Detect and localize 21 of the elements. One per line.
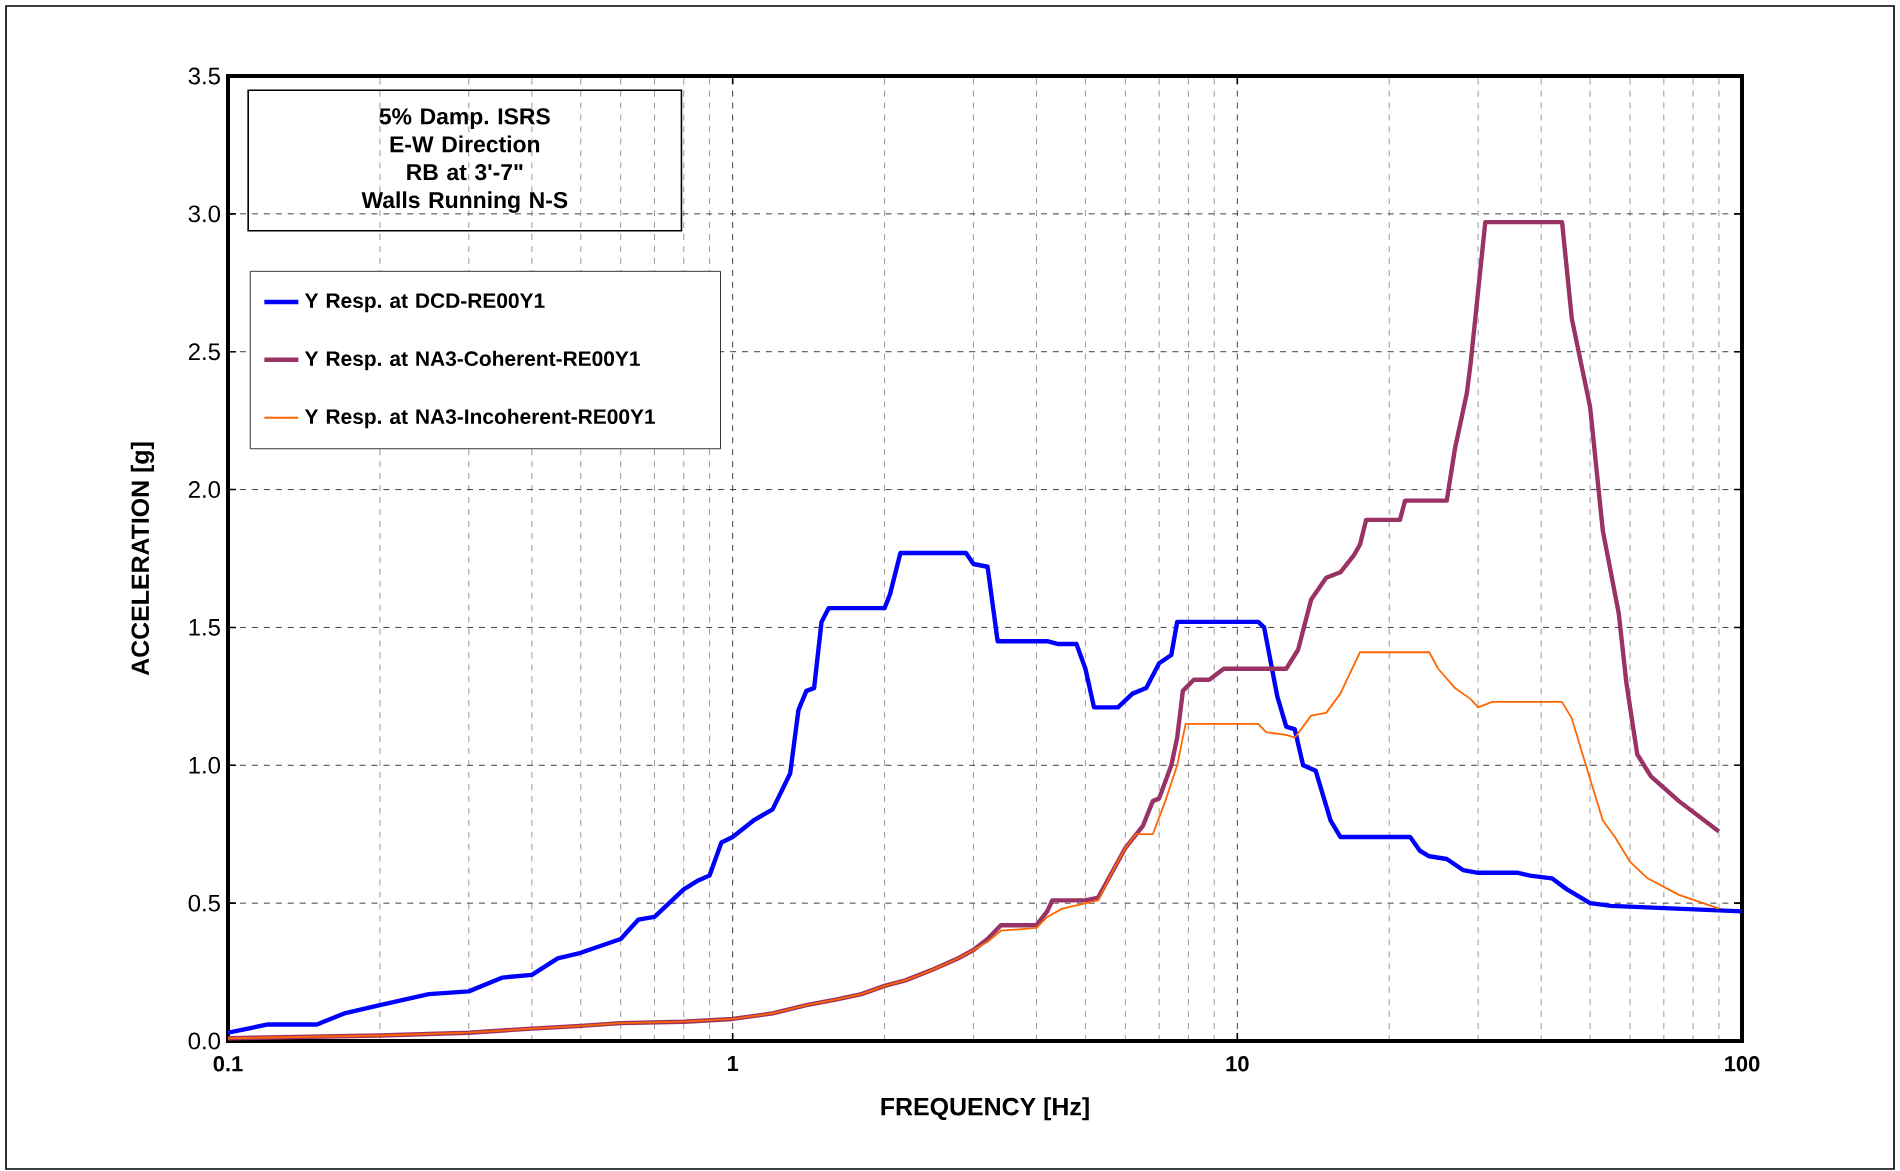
legend-label: Y Resp. at NA3-Coherent-RE00Y1 xyxy=(304,350,640,371)
x-tick-label: 10 xyxy=(1226,1056,1249,1072)
y-tick-label: 3.0 xyxy=(188,205,221,223)
y-tick-label: 0.0 xyxy=(188,1032,221,1050)
annotation: 5% Damp. ISRS xyxy=(379,108,550,129)
x-tick-label: 100 xyxy=(1725,1056,1760,1072)
annotation: RB at 3'-7" xyxy=(407,164,523,181)
x-tick-label: 0.1 xyxy=(213,1056,243,1072)
annotation: E-W Direction xyxy=(390,135,540,153)
y-tick-label: 3.5 xyxy=(188,67,220,85)
annotation: Walls Running N-S xyxy=(361,191,568,213)
legend-label: Y Resp. at DCD-RE00Y1 xyxy=(304,293,545,313)
x-axis-title: FREQUENCY [Hz] xyxy=(881,1097,1089,1121)
y-tick-label: 2.5 xyxy=(188,343,220,361)
legend-label: Y Resp. at NA3-Incoherent-RE00Y1 xyxy=(304,408,656,429)
x-tick-label: 1 xyxy=(727,1056,739,1072)
y-axis-title: ACCELERATION [g] xyxy=(130,442,155,676)
y-tick-label: 0.5 xyxy=(188,894,220,912)
y-tick-label: 1.5 xyxy=(189,619,220,636)
y-tick-label: 1.0 xyxy=(189,756,221,774)
y-tick-label: 2.0 xyxy=(188,481,221,499)
